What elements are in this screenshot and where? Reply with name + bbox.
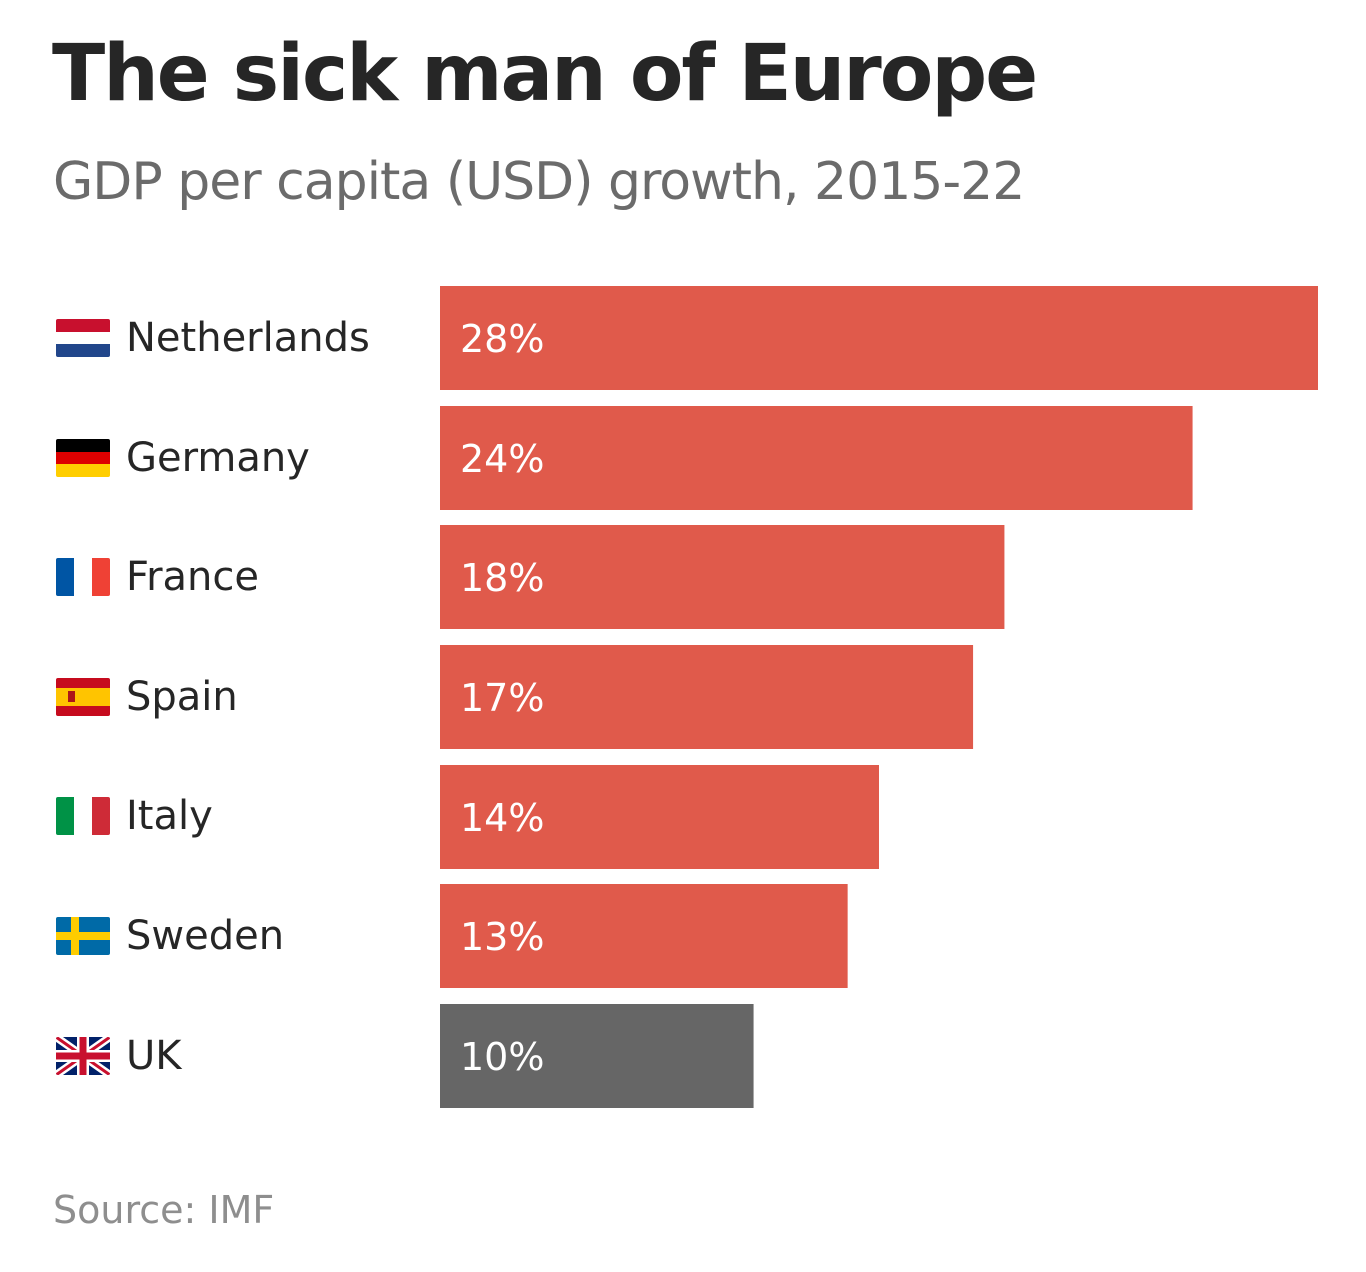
row-label-italy: Italy: [56, 764, 213, 868]
country-name: Italy: [126, 793, 213, 839]
bar-value-label-germany: 24%: [460, 437, 544, 481]
italy-flag-icon: [56, 797, 110, 835]
bar-netherlands: [440, 286, 1318, 390]
bar-value-label-france: 18%: [460, 556, 544, 600]
row-label-netherlands: Netherlands: [56, 286, 370, 390]
spain-flag-icon: [56, 678, 110, 716]
row-label-spain: Spain: [56, 645, 238, 749]
sweden-flag-icon: [56, 917, 110, 955]
bar-value-label-netherlands: 28%: [460, 317, 544, 361]
country-name: Netherlands: [126, 315, 370, 361]
france-flag-icon: [56, 558, 110, 596]
chart-subtitle: GDP per capita (USD) growth, 2015-22: [53, 152, 1025, 212]
bar-germany: [440, 406, 1193, 510]
row-label-uk: UK: [56, 1004, 182, 1108]
bar-value-label-sweden: 13%: [460, 915, 544, 959]
bar-value-label-italy: 14%: [460, 796, 544, 840]
country-name: France: [126, 554, 260, 600]
row-label-france: France: [56, 525, 259, 629]
bar-france: [440, 525, 1005, 629]
country-name: Germany: [126, 435, 310, 481]
bar-sweden: [440, 884, 848, 988]
bar-spain: [440, 645, 974, 749]
germany-flag-icon: [56, 439, 110, 477]
row-label-germany: Germany: [56, 406, 310, 510]
bar-value-label-uk: 10%: [460, 1035, 544, 1079]
source-note: Source: IMF: [53, 1188, 275, 1232]
country-name: Sweden: [126, 913, 285, 959]
bar-italy: [440, 765, 879, 869]
uk-flag-icon: [56, 1037, 110, 1075]
row-label-sweden: Sweden: [56, 884, 284, 988]
bar-uk: [440, 1004, 754, 1108]
bar-value-label-spain: 17%: [460, 676, 544, 720]
country-name: UK: [126, 1033, 182, 1079]
chart-title: The sick man of Europe: [52, 29, 1038, 119]
netherlands-flag-icon: [56, 319, 110, 357]
country-name: Spain: [126, 674, 238, 720]
